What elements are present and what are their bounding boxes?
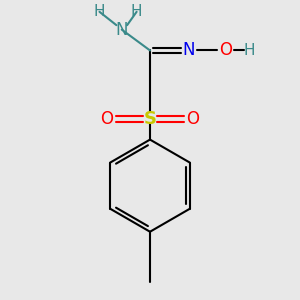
Text: S: S — [143, 110, 157, 128]
Text: N: N — [116, 21, 128, 39]
Text: O: O — [187, 110, 200, 128]
Text: H: H — [131, 4, 142, 19]
Text: O: O — [100, 110, 113, 128]
Text: H: H — [94, 4, 105, 19]
Text: O: O — [219, 41, 232, 59]
Text: N: N — [182, 41, 195, 59]
Text: H: H — [244, 43, 255, 58]
